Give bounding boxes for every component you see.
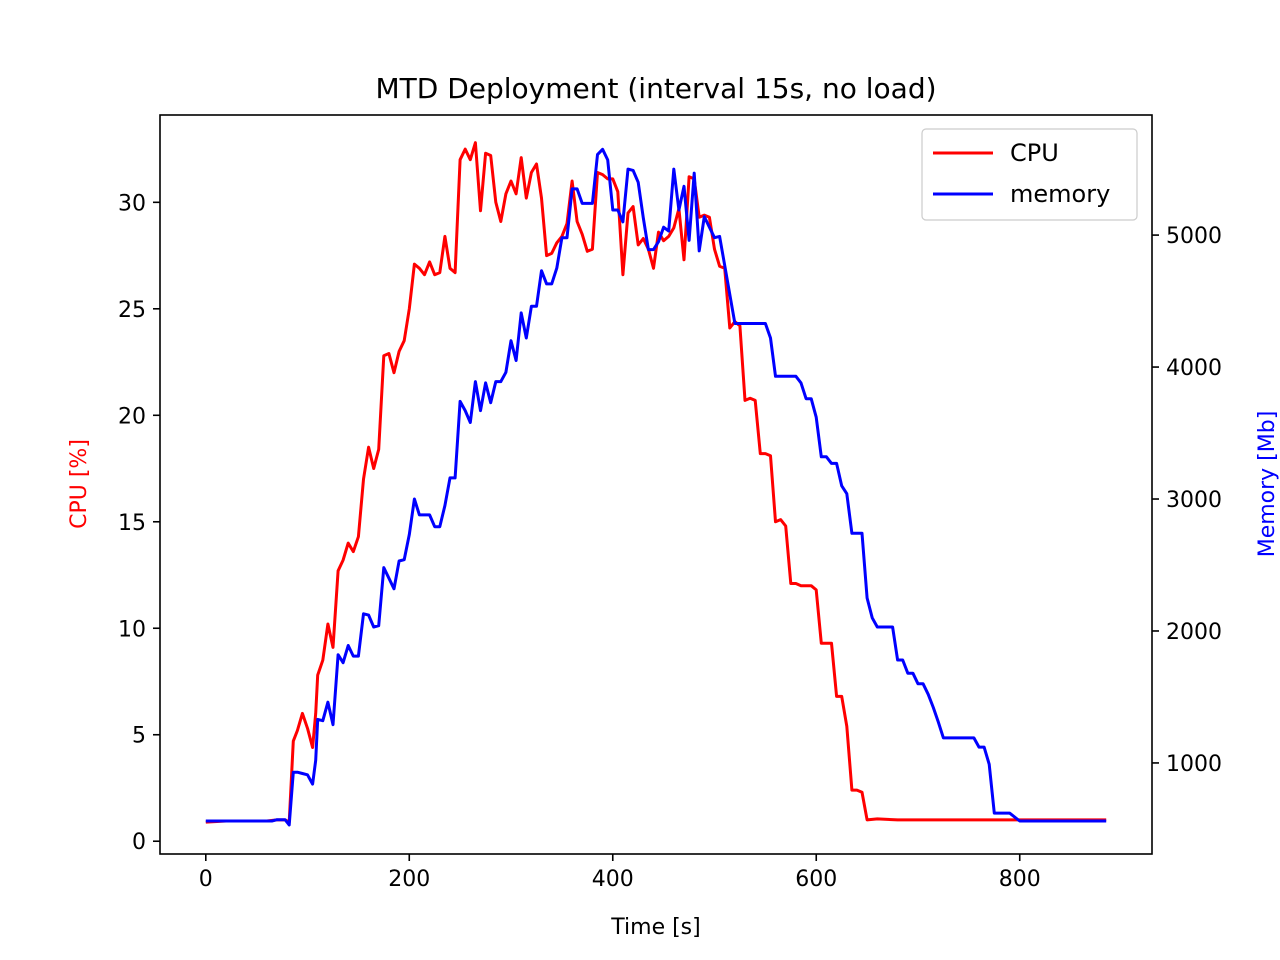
chart-title: MTD Deployment (interval 15s, no load): [375, 72, 936, 105]
y-right-tick-label: 5000: [1166, 224, 1222, 249]
x-tick-label: 200: [388, 867, 430, 892]
x-tick-label: 0: [199, 867, 213, 892]
y-left-tick-label: 20: [118, 404, 146, 429]
x-tick-label: 400: [592, 867, 634, 892]
series-line-memory: [205, 147, 1107, 827]
y-right-tick-label: 4000: [1166, 356, 1222, 381]
series-line-cpu: [205, 141, 1107, 824]
y-right-tick-label: 1000: [1166, 752, 1222, 777]
y-right-tick-label: 3000: [1166, 488, 1222, 513]
y-left-tick-label: 25: [118, 298, 146, 323]
plot-frame: [159, 114, 1153, 855]
x-tick-label: 600: [795, 867, 837, 892]
series-layer: [205, 141, 1107, 827]
legend-label-memory: memory: [1010, 180, 1110, 208]
y-axis-right-title: Memory [Mb]: [1255, 411, 1280, 558]
y-left-tick-label: 5: [132, 724, 146, 749]
legend: CPU memory: [921, 128, 1138, 221]
y-axis-left: 0 5 10 15 20 25 30: [118, 191, 160, 855]
y-left-tick-label: 10: [118, 617, 146, 642]
y-axis-left-title: CPU [%]: [67, 439, 92, 529]
y-axis-right: 1000 2000 3000 4000 5000: [1152, 224, 1222, 777]
y-left-tick-label: 15: [118, 511, 146, 536]
y-left-tick-label: 0: [132, 830, 146, 855]
legend-label-cpu: CPU: [1010, 139, 1059, 167]
x-axis: 0 200 400 600 800: [199, 854, 1041, 892]
y-left-tick-label: 30: [118, 191, 146, 216]
x-axis-title: Time [s]: [610, 915, 700, 940]
y-right-tick-label: 2000: [1166, 620, 1222, 645]
x-tick-label: 800: [999, 867, 1041, 892]
